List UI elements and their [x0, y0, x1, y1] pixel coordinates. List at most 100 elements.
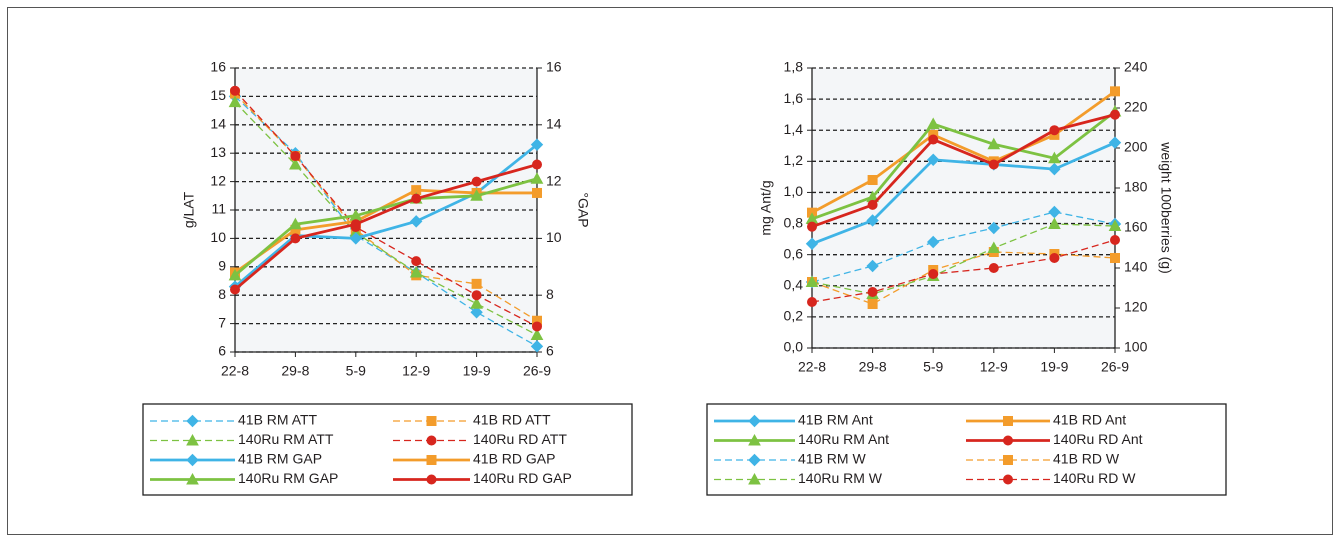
- y2-tick-label: 220: [1124, 99, 1148, 115]
- marker: [807, 221, 817, 232]
- legend-label: 41B RD ATT: [473, 412, 551, 428]
- y-tick-label: 11: [211, 201, 226, 217]
- x-tick-label: 5-9: [346, 363, 366, 379]
- marker: [470, 306, 483, 319]
- marker: [1108, 136, 1122, 149]
- series-line: [811, 141, 1116, 246]
- marker: [987, 221, 1001, 235]
- y-tick-label: 0,6: [784, 245, 804, 261]
- marker: [1110, 253, 1120, 263]
- y-tick-label: 1,0: [784, 183, 804, 199]
- marker: [867, 299, 878, 309]
- series-line: [234, 177, 538, 277]
- series-line: [234, 90, 538, 328]
- marker: [426, 474, 437, 485]
- marker: [409, 215, 423, 228]
- marker: [186, 453, 199, 467]
- y2-tick-label: 140: [1124, 259, 1148, 275]
- y-tick-label: 1,2: [784, 152, 804, 168]
- marker: [350, 219, 361, 230]
- y-tick-label: 16: [210, 59, 226, 75]
- marker: [926, 117, 940, 129]
- series-line: [811, 239, 1116, 303]
- marker: [1003, 455, 1013, 465]
- y-tick-label: 0,4: [784, 276, 804, 292]
- y-tick-label: 15: [210, 87, 226, 103]
- legend-label: 140Ru RM Ant: [798, 431, 889, 447]
- marker: [1003, 416, 1013, 426]
- marker: [409, 265, 423, 278]
- marker: [230, 284, 240, 295]
- marker: [530, 138, 544, 151]
- marker: [1108, 219, 1122, 231]
- x-tick-label: 12-9: [402, 363, 430, 379]
- marker: [471, 278, 482, 289]
- marker: [926, 235, 940, 249]
- y2-tick-label: 12: [546, 172, 562, 188]
- y-tick-label: 14: [210, 116, 226, 132]
- x-tick-label: 29-8: [859, 359, 887, 375]
- marker: [988, 263, 999, 273]
- marker: [230, 85, 240, 96]
- marker: [1110, 109, 1120, 120]
- series-line: [234, 163, 538, 291]
- marker: [748, 472, 761, 485]
- marker: [1048, 162, 1061, 176]
- x-tick-label: 22-8: [798, 359, 826, 375]
- series-line: [234, 101, 538, 336]
- legend-label: 41B RM GAP: [238, 451, 322, 467]
- y2-tick-label: 120: [1124, 299, 1148, 315]
- series-line: [811, 113, 1116, 228]
- marker: [530, 172, 544, 184]
- y2-tick-label: 160: [1124, 219, 1148, 235]
- y2-tick-label: 10: [546, 229, 562, 245]
- y-tick-label: 1,4: [784, 121, 804, 137]
- legend-box: [142, 403, 633, 496]
- marker: [470, 297, 483, 309]
- y-tick-label: 13: [210, 144, 226, 160]
- x-tick-label: 19-9: [463, 363, 491, 379]
- marker: [1049, 253, 1060, 263]
- x-tick-label: 29-8: [281, 363, 309, 379]
- legend-label: 41B RM Ant: [798, 412, 873, 428]
- marker: [988, 159, 999, 170]
- series-line: [811, 223, 1116, 295]
- y-tick-label: 0,2: [784, 308, 804, 324]
- x-tick-label: 19-9: [1040, 359, 1068, 375]
- y-tick-label: 12: [210, 172, 226, 188]
- marker: [928, 269, 939, 279]
- legend-box: [706, 403, 1227, 496]
- legend-label: 140Ru RD ATT: [473, 431, 567, 447]
- marker: [1048, 217, 1061, 229]
- marker: [470, 189, 483, 201]
- x-tick-label: 26-9: [1101, 359, 1129, 375]
- marker: [426, 416, 437, 426]
- x-tick-label: 26-9: [523, 363, 551, 379]
- marker: [926, 153, 940, 166]
- marker: [866, 214, 879, 227]
- y-tick-label: 8: [218, 286, 226, 302]
- marker: [289, 158, 302, 170]
- marker: [411, 193, 422, 204]
- marker: [1110, 235, 1120, 245]
- y-tick-label: 0,0: [784, 339, 804, 355]
- marker: [1049, 125, 1060, 136]
- marker: [471, 176, 482, 187]
- y-axis-label: mg Ant/g: [758, 180, 774, 235]
- y-tick-label: 0,8: [784, 214, 804, 230]
- marker: [807, 297, 817, 307]
- marker: [805, 237, 819, 250]
- legend-label: 140Ru RD Ant: [1053, 431, 1143, 447]
- series-line: [811, 211, 1116, 283]
- marker: [186, 472, 199, 485]
- plot-background: [812, 68, 1115, 348]
- x-tick-label: 5-9: [923, 359, 943, 375]
- marker: [228, 268, 242, 281]
- series-line: [811, 110, 1116, 221]
- marker: [530, 340, 544, 353]
- y2-tick-label: 240: [1124, 59, 1148, 75]
- marker: [1048, 151, 1061, 164]
- legend-label: 140Ru RM ATT: [238, 431, 334, 447]
